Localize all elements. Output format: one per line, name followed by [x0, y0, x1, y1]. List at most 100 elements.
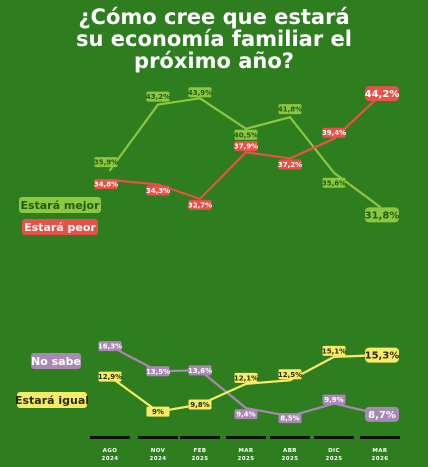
data-label-nosabe: 13,5%	[146, 366, 170, 377]
data-label-text: 35,9%	[94, 159, 118, 167]
data-label-text: 39,4%	[322, 129, 346, 137]
data-label-box	[146, 91, 170, 102]
data-label-box	[94, 178, 118, 189]
axis-segment	[270, 436, 310, 439]
chart-title-line-2: su economía familiar el	[76, 27, 352, 51]
data-label-text: 40,5%	[234, 131, 258, 139]
chart-title-line-3: próximo año?	[134, 49, 294, 73]
data-label-box	[188, 365, 212, 376]
series-label-box	[19, 197, 101, 213]
data-label-box	[188, 199, 212, 210]
x-axis: AGO 2024 NOV 2024 FEB 2025 MAR 2025 ABR 2025 DIC 20…	[90, 436, 400, 462]
data-label-nosabe: 9,4%	[234, 409, 258, 420]
data-label-igual: 12,9%	[98, 371, 122, 382]
data-label-peor: 44,2%	[365, 86, 399, 102]
data-label-text: 12,1%	[234, 374, 258, 382]
data-label-box	[188, 87, 212, 98]
data-label-text: 8,5%	[280, 415, 299, 423]
x-tick-label: DIC	[328, 448, 340, 454]
x-tick-label: ABR	[283, 448, 297, 454]
data-label-text: 35,6%	[322, 179, 346, 187]
x-tick-label: NOV	[151, 448, 166, 454]
data-label-box	[146, 406, 170, 417]
data-label-box	[234, 141, 258, 152]
data-label-text: 34,3%	[146, 187, 170, 195]
data-label-peor: 37,2%	[278, 159, 302, 170]
series-line-mejor	[108, 97, 382, 209]
data-label-peor: 34,3%	[146, 185, 170, 196]
data-label-text: 31,8%	[365, 211, 400, 222]
data-label-box	[98, 371, 122, 382]
x-tick-label: 2025	[238, 456, 255, 462]
data-label-igual: 9,8%	[188, 399, 212, 410]
axis-segment	[314, 436, 354, 439]
chart-title-line-1: ¿Cómo cree que estará	[78, 5, 349, 29]
x-tick-label: 2025	[192, 456, 209, 462]
data-label-box	[365, 347, 399, 363]
series-label-text: Estará peor	[24, 221, 96, 234]
data-label-text: 9%	[152, 408, 164, 416]
x-tick-label: MAR	[238, 448, 254, 454]
data-label-peor: 32,7%	[188, 199, 212, 210]
series-label-peor: Estará peor	[22, 219, 98, 235]
data-label-text: 15,1%	[322, 347, 346, 355]
axis-segment	[138, 436, 178, 439]
data-label-text: 13,5%	[146, 368, 170, 376]
series-label-text: No sabe	[31, 355, 81, 368]
data-label-mejor: 41,8%	[278, 104, 302, 115]
data-label-igual: 15,1%	[322, 345, 346, 356]
data-label-box	[94, 157, 118, 168]
data-label-text: 32,7%	[188, 201, 212, 209]
data-label-mejor: 43,9%	[188, 87, 212, 98]
data-label-mejor: 43,2%	[146, 91, 170, 102]
data-label-box	[322, 177, 346, 188]
x-tick-label: 2025	[282, 456, 299, 462]
series-line-peor	[108, 94, 382, 200]
x-tick-label: FEB	[194, 448, 207, 454]
data-label-text: 9,4%	[236, 411, 255, 419]
data-label-igual: 15,3%	[365, 347, 400, 363]
data-label-box	[188, 399, 212, 410]
series-label-box	[22, 219, 98, 235]
data-label-box	[278, 413, 302, 424]
data-label-box	[234, 409, 258, 420]
axis-segment	[360, 436, 400, 439]
x-tick-label: 2024	[102, 456, 119, 462]
data-label-text: 13,6%	[188, 367, 212, 375]
series-label-mejor: Estará mejor	[19, 197, 101, 213]
data-label-mejor: 40,5%	[234, 129, 258, 140]
data-label-box	[146, 185, 170, 196]
data-label-text: 9,9%	[324, 396, 343, 404]
data-label-nosabe: 16,3%	[98, 341, 122, 352]
series-label-box	[31, 353, 81, 369]
axis-segment	[226, 436, 266, 439]
data-label-box	[322, 127, 346, 138]
data-label-mejor: 35,6%	[322, 177, 346, 188]
data-label-text: 16,3%	[98, 343, 122, 351]
data-label-peor: 39,4%	[322, 127, 346, 138]
x-tick-label: AGO	[103, 448, 118, 454]
series-label-box	[17, 392, 87, 408]
axis-segment	[180, 436, 220, 439]
series-label-text: Estará mejor	[20, 199, 100, 212]
data-label-text: 43,9%	[188, 89, 212, 97]
data-label-text: 37,2%	[278, 161, 302, 169]
data-label-text: 12,9%	[98, 373, 122, 381]
data-label-box	[98, 341, 122, 352]
data-label-text: 12,5%	[278, 371, 302, 379]
data-label-peor: 34,8%	[94, 178, 118, 189]
data-label-text: 9,8%	[190, 401, 209, 409]
data-label-box	[234, 129, 258, 140]
data-label-text: 41,8%	[278, 106, 302, 114]
data-label-igual: 12,5%	[278, 369, 302, 380]
data-label-text: 8,7%	[368, 410, 396, 421]
data-label-mejor: 35,9%	[94, 157, 118, 168]
data-label-nosabe: 8,5%	[278, 413, 302, 424]
data-label-igual: 9%	[146, 406, 170, 417]
axis-segment	[90, 436, 130, 439]
data-labels: 35,9% 43,2% 43,9% 40,5% 41,8% 35,6% 31,8% 34,8%…	[94, 86, 400, 424]
series-label-igual: Estará igual	[15, 392, 89, 408]
data-label-text: 15,3%	[365, 351, 400, 362]
